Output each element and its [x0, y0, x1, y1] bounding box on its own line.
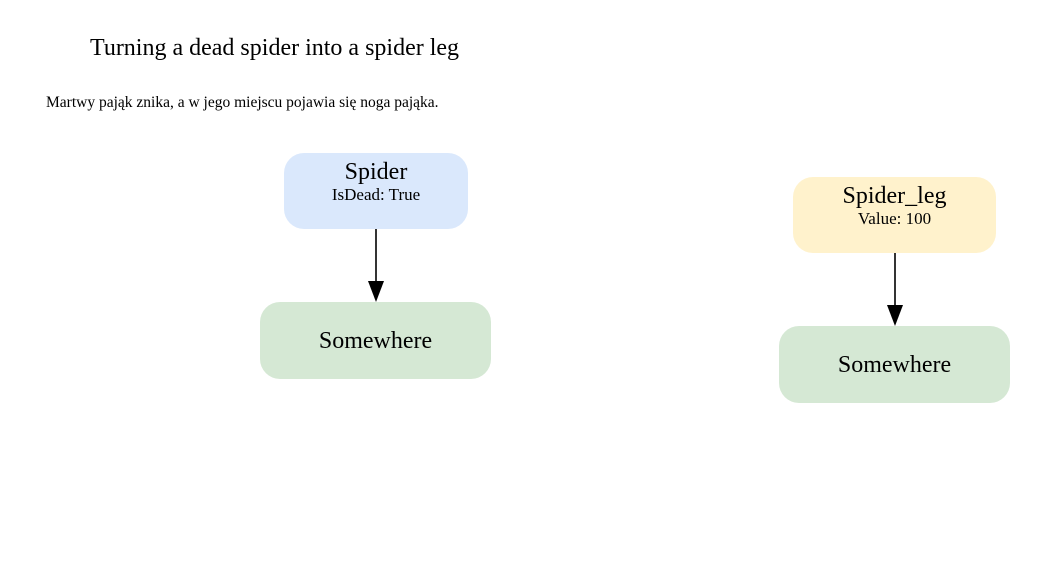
node-spider-leg[interactable]: Spider_leg Value: 100	[793, 177, 996, 253]
node-somewhere-left[interactable]: Somewhere	[260, 302, 491, 379]
node-spider-leg-name: Spider_leg	[842, 183, 947, 209]
node-somewhere-right-name: Somewhere	[837, 351, 952, 378]
arrowhead-icon	[887, 305, 903, 326]
edge-spider-leg-to-somewhere	[887, 253, 903, 326]
diagram-title: Turning a dead spider into a spider leg	[90, 35, 460, 61]
diagram-subtitle: Martwy pająk znika, a w jego miejscu poj…	[46, 94, 439, 111]
node-spider-name: Spider	[344, 159, 408, 185]
edge-spider-to-somewhere	[368, 229, 384, 302]
arrowhead-icon	[368, 281, 384, 302]
node-spider[interactable]: Spider IsDead: True	[284, 153, 468, 229]
node-somewhere-right[interactable]: Somewhere	[779, 326, 1010, 403]
node-somewhere-left-name: Somewhere	[318, 327, 433, 354]
node-spider-leg-attribute: Value: 100	[857, 209, 932, 228]
node-spider-attribute: IsDead: True	[331, 185, 421, 204]
